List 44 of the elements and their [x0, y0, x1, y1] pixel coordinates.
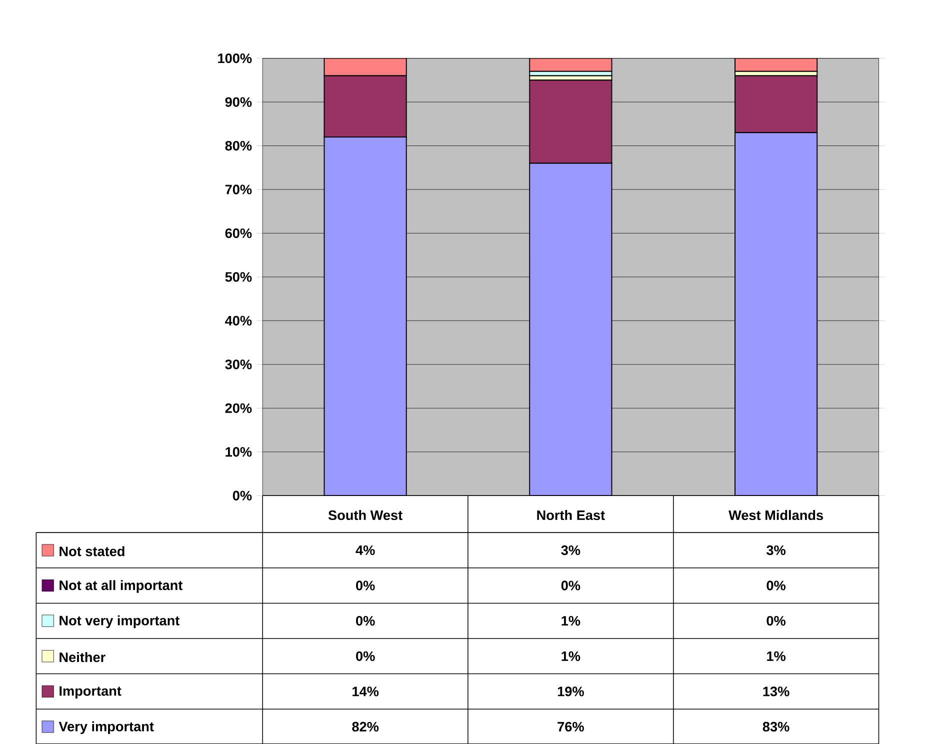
data-label: 19% — [558, 686, 584, 696]
bar — [529, 58, 612, 72]
legend-label: Not very important — [60, 615, 180, 628]
y-tick-label: 70% — [225, 184, 252, 194]
legend-label: Not at all important — [60, 580, 183, 593]
legend-label: Not stated — [60, 546, 124, 556]
legend-label: Very important — [58, 721, 154, 734]
y-tick-label: 50% — [225, 272, 252, 282]
data-label: 1% — [562, 616, 580, 626]
data-label: 1% — [767, 651, 786, 661]
data-label: 0% — [356, 651, 375, 661]
y-tick-label: 10% — [226, 446, 252, 457]
legend-label: Important — [60, 686, 122, 698]
y-tick-label: 80% — [225, 140, 252, 150]
bar — [324, 136, 407, 496]
x-tick-label: West Midlands — [728, 510, 823, 520]
y-tick-label: 90% — [225, 97, 252, 107]
data-label: 0% — [766, 616, 786, 626]
y-tick-label: 0% — [232, 490, 252, 500]
data-label: 14% — [352, 686, 379, 696]
data-label: 82% — [352, 722, 379, 732]
data-label: 4% — [356, 545, 375, 555]
y-tick-label: 30% — [225, 359, 252, 370]
bar — [324, 58, 407, 76]
data-label: 76% — [558, 722, 584, 732]
x-tick-label: South West — [328, 510, 402, 520]
data-label: 0% — [356, 580, 375, 590]
data-label: 13% — [763, 686, 790, 696]
data-label: 0% — [561, 580, 580, 590]
bar — [529, 162, 612, 496]
x-tick-label: North East — [537, 510, 605, 520]
y-tick-label: 20% — [225, 403, 252, 413]
data-label: 83% — [762, 722, 790, 732]
data-label: 1% — [562, 651, 580, 661]
bar — [734, 132, 818, 496]
bar — [734, 58, 818, 72]
data-label: 0% — [766, 580, 786, 590]
y-tick-label: 100% — [218, 53, 252, 63]
y-tick-label: 60% — [225, 228, 252, 238]
y-tick-label: 40% — [225, 316, 252, 326]
data-label: 0% — [356, 616, 375, 626]
data-label: 3% — [766, 545, 786, 555]
data-label: 3% — [561, 545, 580, 555]
legend-label: Neither — [60, 652, 106, 662]
